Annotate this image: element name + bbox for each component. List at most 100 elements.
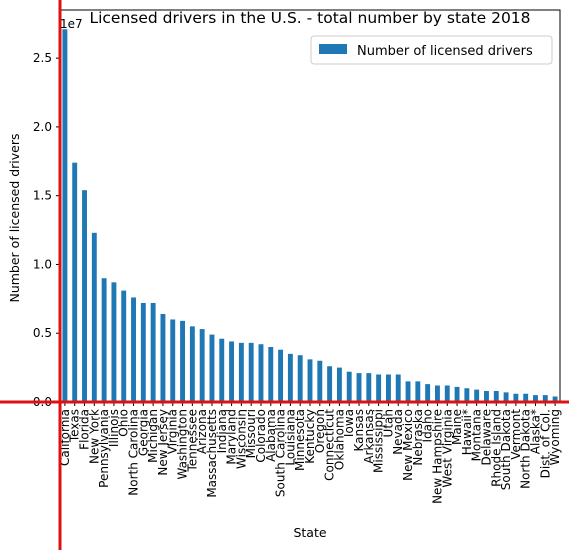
- y-tick-label: 1.0: [33, 257, 52, 271]
- x-tick-label: South Dakota: [499, 409, 513, 490]
- x-tick-label: Michigan: [146, 409, 160, 463]
- x-tick-label: Indiana: [215, 409, 229, 453]
- x-tick-label: South Carolina: [274, 409, 288, 497]
- bar-delaware: [484, 391, 489, 402]
- bar-wyoming: [552, 396, 558, 402]
- x-tick-label: Rhode Island: [489, 409, 503, 487]
- bar-vermont: [513, 393, 519, 402]
- x-tick-label: Washington: [176, 409, 190, 480]
- x-tick-label: Delaware: [479, 409, 493, 466]
- x-tick-label: Mississippi: [372, 409, 386, 473]
- y-tick-label: 0.5: [33, 326, 52, 340]
- y-scale-label: 1e7: [60, 17, 83, 31]
- x-tick-label: Maine: [450, 409, 464, 445]
- x-tick-label: Missouri: [244, 409, 258, 458]
- x-tick-label: Nevada: [391, 409, 405, 455]
- bar-montana: [474, 389, 480, 402]
- bar-pennsylvania: [101, 278, 107, 402]
- bar-south-carolina: [278, 349, 284, 402]
- x-tick-label: North Dakota: [519, 409, 533, 489]
- x-tick-label: Kentucky: [303, 409, 317, 464]
- x-tick-label: Montana: [470, 409, 484, 461]
- x-tick-label: New Mexico: [401, 409, 415, 481]
- x-tick-label: Illinois: [107, 409, 121, 447]
- x-tick-label: Alabama: [264, 409, 278, 462]
- bar-west-virginia: [444, 385, 450, 402]
- x-tick-label: Arkansas: [362, 409, 376, 464]
- bar-illinois: [111, 282, 117, 402]
- x-tick-label: Vermont: [509, 409, 523, 460]
- bar-mississippi: [376, 374, 382, 402]
- bars-group: [62, 29, 558, 402]
- x-tick-label: Iowa: [342, 409, 356, 437]
- x-tick-label: West Virginia: [440, 409, 454, 488]
- x-tick-label: Kansas: [352, 409, 366, 451]
- bar-florida: [82, 190, 87, 402]
- x-tick-label: Oregon: [313, 409, 327, 453]
- bar-wisconsin: [238, 342, 244, 402]
- bar-washington: [180, 320, 185, 402]
- x-tick-label: Virginia: [166, 409, 180, 454]
- bar-new-york: [91, 232, 97, 402]
- x-tick-label: Nebraska: [411, 409, 425, 466]
- bar-missouri: [248, 342, 254, 402]
- bar-alabama: [268, 346, 274, 402]
- x-tick-label: Florida: [78, 409, 92, 450]
- x-tick-label: Arizona: [195, 409, 209, 454]
- x-tick-label: New York: [87, 409, 101, 464]
- bar-california: [62, 29, 68, 402]
- x-tick-label: Pennsylvania: [97, 409, 111, 488]
- x-tick-label: Wisconsin: [234, 409, 248, 469]
- bar-texas: [72, 162, 78, 402]
- bar-georgia: [140, 302, 146, 402]
- bar-north-dakota: [523, 393, 529, 402]
- x-tick-label: Maryland: [225, 409, 239, 465]
- x-axis-label: State: [293, 525, 326, 540]
- bar-hawaii: [464, 388, 470, 402]
- bar-massachusetts: [209, 334, 215, 402]
- x-tick-label: Massachusetts: [205, 409, 219, 498]
- bar-idaho: [425, 384, 431, 402]
- x-tick-label: Oklahoma: [332, 409, 346, 470]
- x-tick-label: New Jersey: [156, 409, 170, 476]
- bar-arkansas: [366, 373, 372, 402]
- x-tick-label: Utah: [381, 409, 395, 437]
- bar-minnesota: [297, 355, 303, 402]
- bar-kentucky: [307, 359, 313, 402]
- bar-nevada: [395, 374, 401, 402]
- bar-virginia: [170, 319, 176, 402]
- bar-connecticut: [327, 366, 333, 402]
- x-tick-label: Ohio: [117, 409, 131, 437]
- legend-frame: [310, 35, 553, 65]
- x-tick-label: Tennessee: [185, 409, 199, 473]
- x-tick-label: Louisiana: [283, 409, 297, 466]
- bar-south-dakota: [503, 392, 509, 402]
- bar-north-carolina: [131, 297, 136, 402]
- y-ticks-group: 0.00.51.01.52.02.5: [33, 51, 60, 409]
- bar-maryland: [229, 341, 235, 402]
- bar-maine: [454, 386, 460, 402]
- x-tick-label: Connecticut: [323, 409, 337, 481]
- x-tick-label: Wyoming: [548, 409, 562, 465]
- legend-swatch: [319, 44, 347, 54]
- x-tick-label: Colorado: [254, 409, 268, 463]
- bar-nebraska: [415, 381, 421, 402]
- bar-utah: [385, 374, 391, 402]
- x-tick-label: Georgia: [136, 409, 150, 456]
- x-tick-label: Dist. of Col.: [538, 409, 552, 478]
- bar-new-jersey: [160, 313, 166, 402]
- bar-michigan: [150, 302, 156, 402]
- x-tick-label: New Hampshire: [430, 409, 444, 504]
- bar-indiana: [219, 338, 225, 402]
- bar-oregon: [317, 360, 323, 402]
- bar-kansas: [356, 373, 362, 402]
- x-tick-label: Texas: [68, 409, 82, 443]
- bar-alaska: [533, 395, 538, 402]
- bar-new-hampshire: [435, 385, 440, 402]
- x-tick-label: North Carolina: [127, 409, 141, 496]
- x-tick-label: Hawaii*: [460, 409, 474, 455]
- bar-rhode-island: [493, 391, 499, 402]
- chart-title: Licensed drivers in the U.S. - total num…: [89, 9, 530, 27]
- y-tick-label: 2.5: [33, 51, 52, 65]
